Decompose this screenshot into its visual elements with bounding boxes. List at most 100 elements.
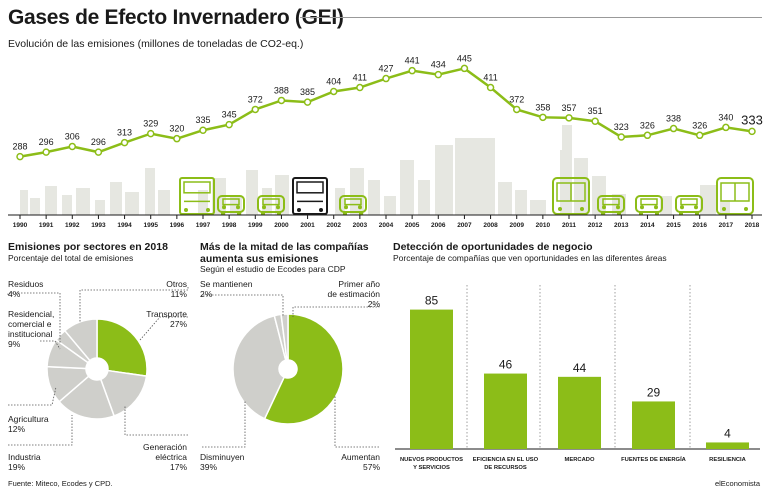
data-point xyxy=(16,152,24,161)
companies-pie-title: Más de la mitad de las compañías aumenta … xyxy=(200,241,369,265)
data-point xyxy=(539,113,547,122)
leader-line xyxy=(124,405,188,436)
company-slice xyxy=(232,314,287,420)
leader-line xyxy=(8,415,73,446)
data-label: 441 xyxy=(405,56,420,66)
data-point xyxy=(565,114,573,122)
companies-pie-subtitle: Según el estudio de Ecodes para CDP xyxy=(200,264,346,274)
data-point xyxy=(695,131,704,140)
x-tick-label: 2010 xyxy=(536,222,551,229)
brand-label: elEconomista xyxy=(714,479,760,488)
data-point xyxy=(251,105,260,114)
data-point xyxy=(329,87,338,96)
data-point xyxy=(486,83,495,92)
label-transporte: Transporte 27% xyxy=(146,309,187,329)
x-tick-label: 1997 xyxy=(196,222,211,229)
data-label: 434 xyxy=(431,60,446,70)
bar-category-label: DE RECURSOS xyxy=(484,465,527,471)
data-point xyxy=(277,96,286,105)
label-industria: Industria 19% xyxy=(8,452,41,472)
x-tick-label: 2015 xyxy=(666,222,681,229)
companies-pie-chart xyxy=(201,294,380,448)
sector-slice xyxy=(63,318,98,362)
bar-category-label: RESILIENCIA xyxy=(709,457,747,463)
x-tick-label: 2000 xyxy=(274,222,289,229)
data-label: 335 xyxy=(195,115,210,125)
bar xyxy=(632,401,675,449)
x-tick-label: 1992 xyxy=(65,222,80,229)
data-point xyxy=(512,105,521,114)
x-tick-label: 2003 xyxy=(353,222,368,229)
data-label: 372 xyxy=(248,94,263,104)
decorative-vehicles xyxy=(179,177,754,215)
leader-line xyxy=(40,340,61,350)
data-label: 326 xyxy=(692,120,707,130)
data-label: 404 xyxy=(326,76,341,86)
data-point xyxy=(382,74,390,83)
data-label: 388 xyxy=(274,85,289,95)
x-tick-label: 1995 xyxy=(143,222,158,229)
leader-line xyxy=(79,287,189,323)
data-label: 313 xyxy=(117,128,132,138)
x-tick-label: 2001 xyxy=(300,222,315,229)
data-label: 338 xyxy=(666,114,681,124)
label-primer-ano: Primer año de estimación 2% xyxy=(327,279,380,309)
x-tick-label: 2012 xyxy=(588,222,603,229)
x-tick-label: 2008 xyxy=(483,222,498,229)
data-point xyxy=(643,131,652,140)
bar-value-label: 44 xyxy=(573,361,587,375)
label-disminuyen: Disminuyen 39% xyxy=(200,452,245,472)
bar-category-label: EFICIENCIA EN EL USO xyxy=(473,457,539,463)
bar-category-label: Y SERVICIOS xyxy=(413,465,450,471)
data-point xyxy=(617,133,626,141)
data-label: 306 xyxy=(65,132,80,142)
bar xyxy=(484,373,527,449)
page-subtitle: Evolución de las emisiones (millones de … xyxy=(8,38,304,50)
bar-chart-title: Detección de oportunidades de negocio xyxy=(393,241,593,253)
bar-value-label: 4 xyxy=(724,426,731,440)
bar-category-label: FUENTES DE ENERGÍA xyxy=(621,455,687,463)
data-point xyxy=(591,117,599,125)
emissions-line-chart: 1990 1991 1992 1993 1994 1995 1996 1997 1998 1999… xyxy=(8,53,763,229)
data-label: 288 xyxy=(12,142,27,152)
data-label: 323 xyxy=(614,122,629,132)
data-label: 345 xyxy=(222,110,237,120)
data-point xyxy=(42,148,50,156)
leader-line xyxy=(7,292,61,343)
title-divider xyxy=(300,17,762,18)
bar-chart-subtitle: Porcentaje de compañías que ven oportuni… xyxy=(393,253,667,263)
x-tick-label: 2018 xyxy=(745,222,760,229)
x-tick-label: 2014 xyxy=(640,222,655,229)
data-label: 329 xyxy=(143,119,158,129)
x-tick-label: 1993 xyxy=(91,222,106,229)
label-se-mantienen: Se mantienen 2% xyxy=(200,279,253,299)
x-tick-label: 1996 xyxy=(170,222,185,229)
x-tick-label: 1998 xyxy=(222,222,237,229)
leader-line xyxy=(8,386,57,406)
x-tick-label: 2007 xyxy=(457,222,472,229)
leader-line xyxy=(334,395,379,448)
data-label: 296 xyxy=(91,137,106,147)
bar xyxy=(558,376,601,449)
sectors-pie-title: Emisiones por sectores en 2018 xyxy=(8,241,168,253)
x-tick-label: 1994 xyxy=(117,222,132,229)
label-residuos: Residuos 4% xyxy=(8,279,44,299)
leader-line xyxy=(201,294,284,317)
bar xyxy=(410,309,453,449)
data-point xyxy=(434,70,443,79)
sectors-pie-chart xyxy=(7,287,189,446)
data-point xyxy=(199,126,207,134)
x-tick-label: 2017 xyxy=(719,222,734,229)
bar-value-label: 29 xyxy=(647,385,661,399)
sector-slice xyxy=(96,318,148,377)
leader-line xyxy=(139,316,188,341)
sector-slice xyxy=(58,375,116,420)
data-label: 333 xyxy=(741,112,763,127)
data-point xyxy=(303,98,312,106)
data-label: 358 xyxy=(535,102,550,112)
x-tick-label: 2016 xyxy=(692,222,707,229)
x-tick-label: 2011 xyxy=(562,222,576,229)
data-label: 372 xyxy=(509,94,524,104)
label-residencial: Residencial, comercial e institucional 9% xyxy=(8,309,55,349)
x-tick-label: 2009 xyxy=(509,222,524,229)
